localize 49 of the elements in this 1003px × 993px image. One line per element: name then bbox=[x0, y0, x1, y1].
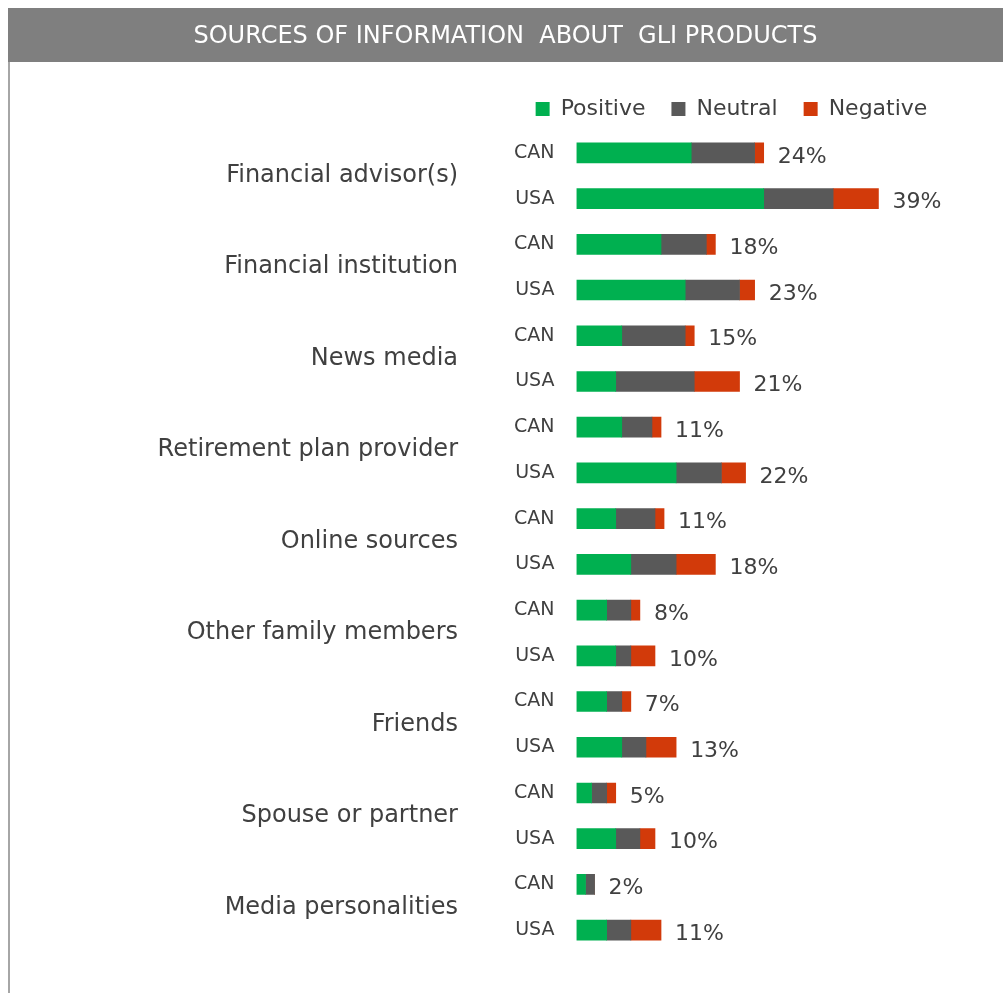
y-tick-label: CAN bbox=[513, 414, 555, 437]
text: News media bbox=[310, 342, 458, 371]
annotation: 21% bbox=[753, 371, 803, 397]
annotation: 10% bbox=[668, 645, 718, 671]
text: Financial institution bbox=[224, 251, 458, 280]
y-tick-label: CAN bbox=[513, 505, 555, 528]
y-tick-label: USA bbox=[515, 368, 555, 391]
text: Retirement plan provider bbox=[157, 434, 459, 463]
y-tick-label: CAN bbox=[513, 322, 555, 345]
chart-title: SOURCES OF INFORMATION ABOUT GLI PRODUCTS bbox=[8, 8, 1003, 62]
y-tick-label: CAN bbox=[513, 779, 555, 802]
y-tick-label: USA bbox=[515, 459, 555, 482]
text: Online sources bbox=[280, 525, 458, 554]
legend-label: Negative bbox=[828, 94, 928, 120]
annotation: 22% bbox=[759, 462, 809, 488]
y-tick-label: CAN bbox=[513, 597, 555, 620]
annotation: 18% bbox=[729, 554, 779, 580]
annotation: 13% bbox=[690, 736, 740, 762]
text: Media personalities bbox=[224, 891, 458, 920]
text: Spouse or partner bbox=[241, 800, 459, 829]
annotation: 11% bbox=[678, 508, 727, 534]
y-tick-label: USA bbox=[515, 185, 555, 208]
legend-label: Positive bbox=[560, 94, 646, 120]
y-tick-label: CAN bbox=[513, 688, 555, 711]
annotation: 11% bbox=[675, 416, 724, 442]
annotation: 15% bbox=[708, 325, 758, 351]
annotation: 7% bbox=[644, 691, 680, 717]
y-tick-label: CAN bbox=[513, 871, 555, 894]
y-tick-label: USA bbox=[515, 825, 555, 848]
y-tick-label: USA bbox=[515, 642, 555, 665]
annotation: 18% bbox=[729, 234, 779, 260]
annotation: 24% bbox=[777, 142, 827, 168]
annotation: 11% bbox=[675, 919, 724, 945]
text: Other family members bbox=[186, 617, 458, 646]
y-tick-label: CAN bbox=[513, 231, 555, 254]
y-tick-label: USA bbox=[515, 917, 555, 940]
legend-label: Neutral bbox=[696, 94, 778, 120]
y-tick-label: USA bbox=[515, 734, 555, 757]
annotation: 10% bbox=[668, 828, 718, 854]
annotation: 8% bbox=[653, 599, 689, 625]
annotation: 23% bbox=[768, 279, 818, 305]
annotation: 5% bbox=[629, 782, 665, 808]
y-tick-label: USA bbox=[515, 551, 555, 574]
y-tick-label: CAN bbox=[513, 139, 555, 162]
text: Financial advisor(s) bbox=[226, 159, 458, 188]
annotation: 2% bbox=[608, 874, 644, 900]
text: 39% bbox=[892, 188, 942, 214]
y-tick-label: USA bbox=[515, 276, 555, 299]
text: Friends bbox=[371, 708, 458, 737]
